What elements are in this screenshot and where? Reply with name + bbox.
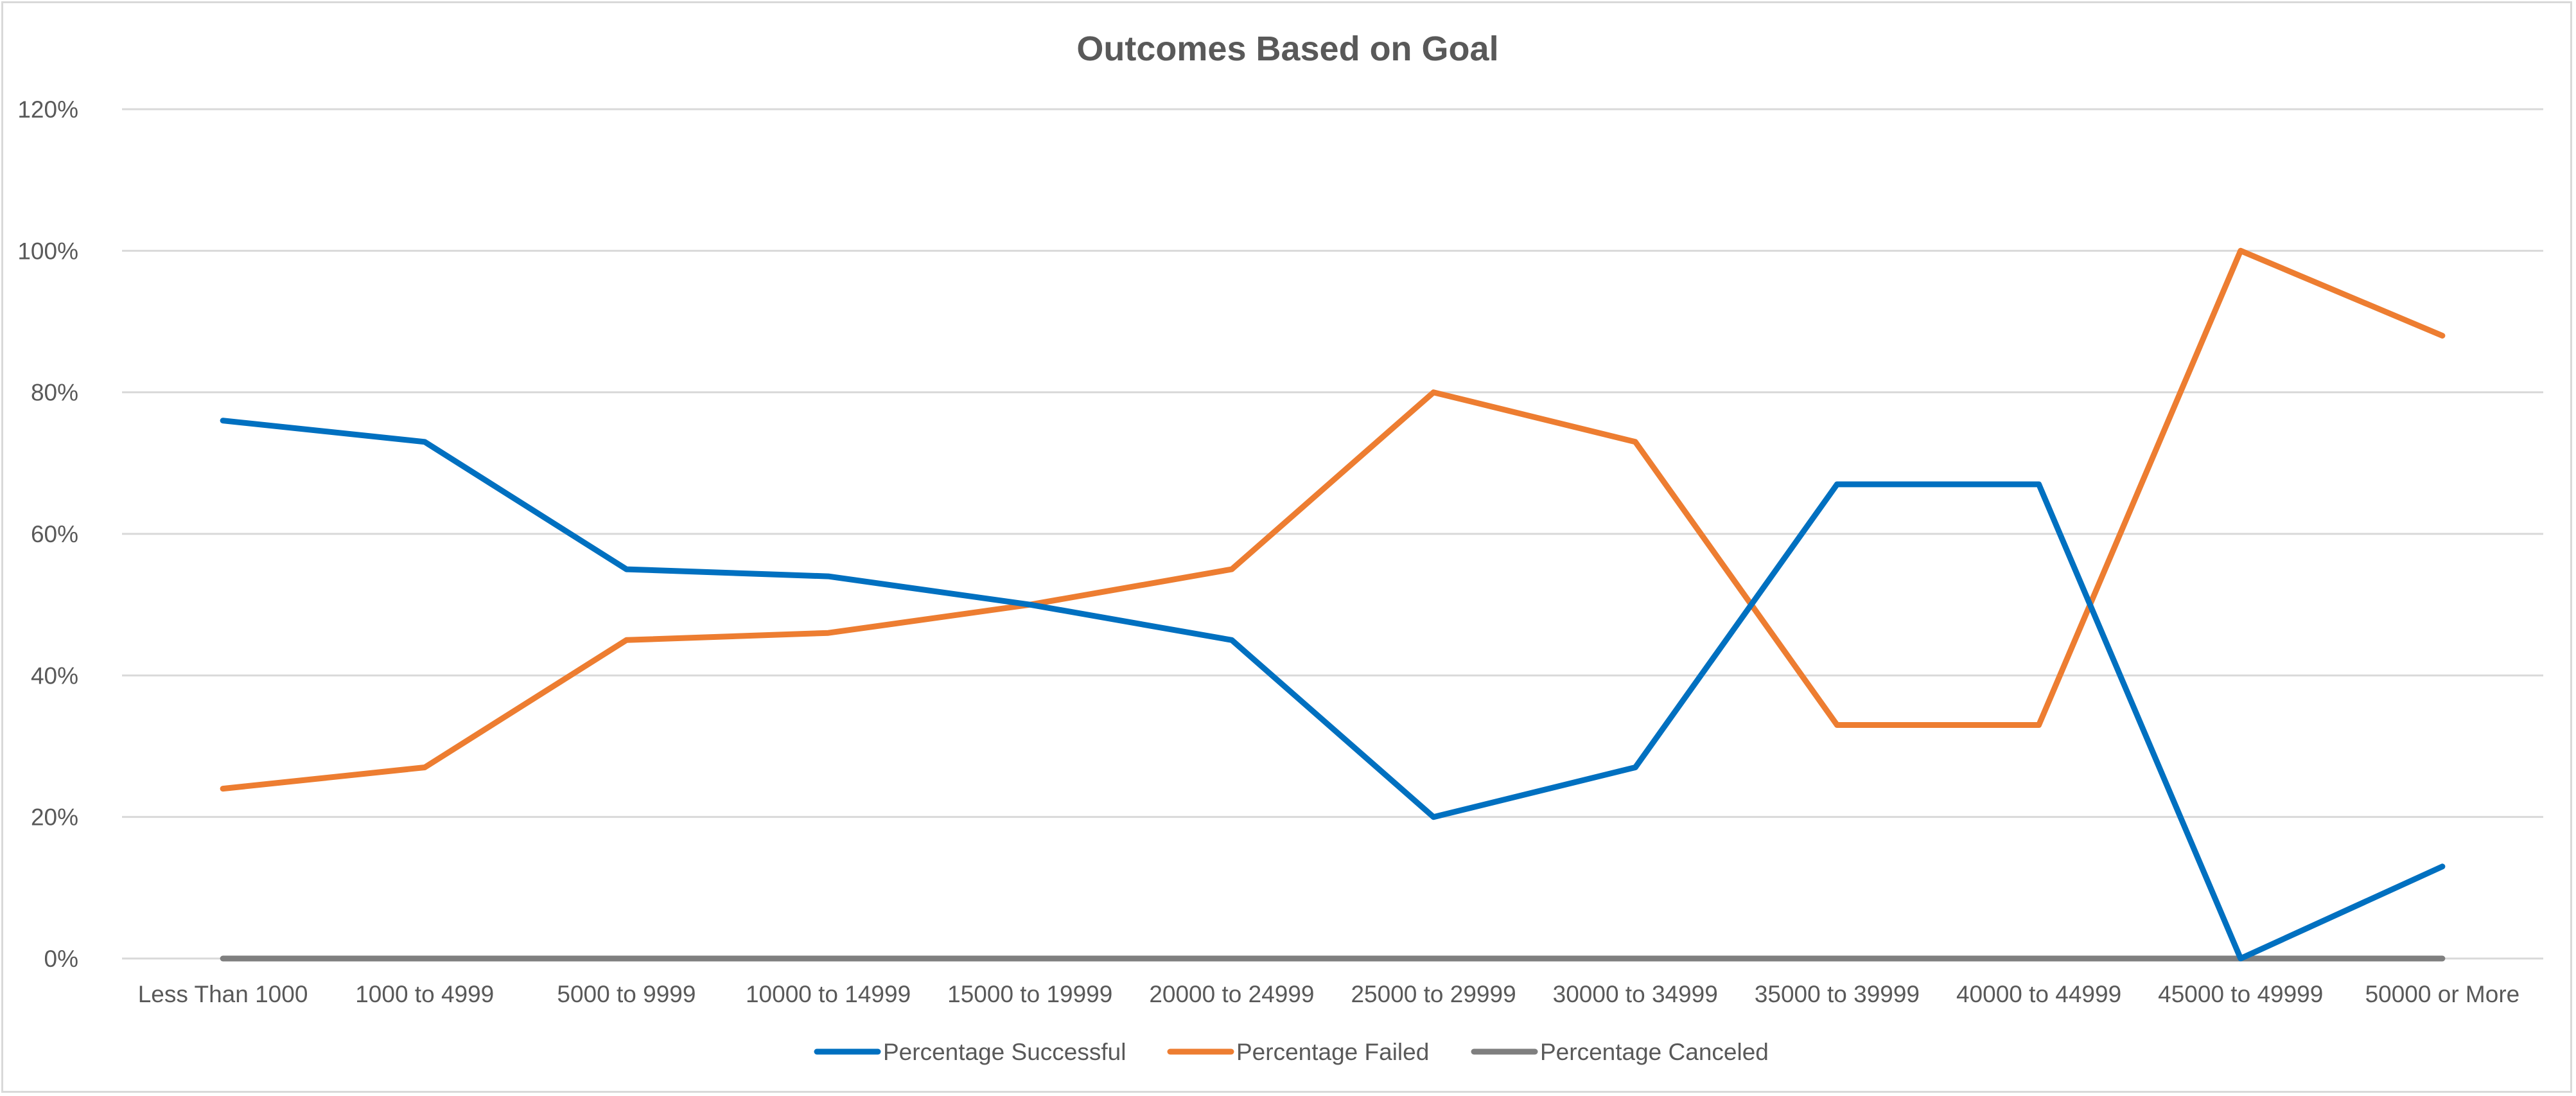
series-lines	[220, 247, 2446, 962]
x-tick-label: 40000 to 44999	[1956, 981, 2121, 1007]
y-tick-label: 120%	[17, 96, 78, 123]
legend-label: Percentage Canceled	[1540, 1039, 1769, 1065]
x-tick-label: 20000 to 24999	[1149, 981, 1314, 1007]
series-line-1	[220, 247, 2446, 792]
x-tick-label: Less Than 1000	[138, 981, 308, 1007]
y-tick-label: 100%	[17, 238, 78, 264]
x-tick-label: 35000 to 39999	[1755, 981, 1920, 1007]
y-axis-tick-labels: 0% 20% 40% 60% 80% 100% 120%	[17, 96, 78, 972]
x-tick-label: 5000 to 9999	[557, 981, 696, 1007]
legend-label: Percentage Failed	[1236, 1039, 1429, 1065]
y-tick-label: 0%	[44, 946, 78, 972]
series-line-0	[220, 418, 2446, 962]
legend: Percentage Successful Percentage Failed Pe…	[814, 1039, 1769, 1065]
y-tick-label: 20%	[31, 804, 78, 831]
gridlines	[122, 108, 2543, 960]
y-tick-label: 40%	[31, 662, 78, 689]
y-tick-label: 80%	[31, 380, 78, 406]
x-tick-label: 30000 to 34999	[1553, 981, 1718, 1007]
y-tick-label: 60%	[31, 521, 78, 547]
x-tick-label: 1000 to 4999	[355, 981, 494, 1007]
chart-title: Outcomes Based on Goal	[1076, 30, 1498, 68]
x-tick-label: 50000 or More	[2365, 981, 2520, 1007]
x-axis-tick-labels: Less Than 1000 1000 to 4999 5000 to 9999 10…	[138, 981, 2520, 1007]
x-tick-label: 45000 to 49999	[2158, 981, 2323, 1007]
x-tick-label: 15000 to 19999	[947, 981, 1112, 1007]
legend-label: Percentage Successful	[883, 1039, 1126, 1065]
x-tick-label: 25000 to 29999	[1351, 981, 1516, 1007]
x-tick-label: 10000 to 14999	[746, 981, 911, 1007]
